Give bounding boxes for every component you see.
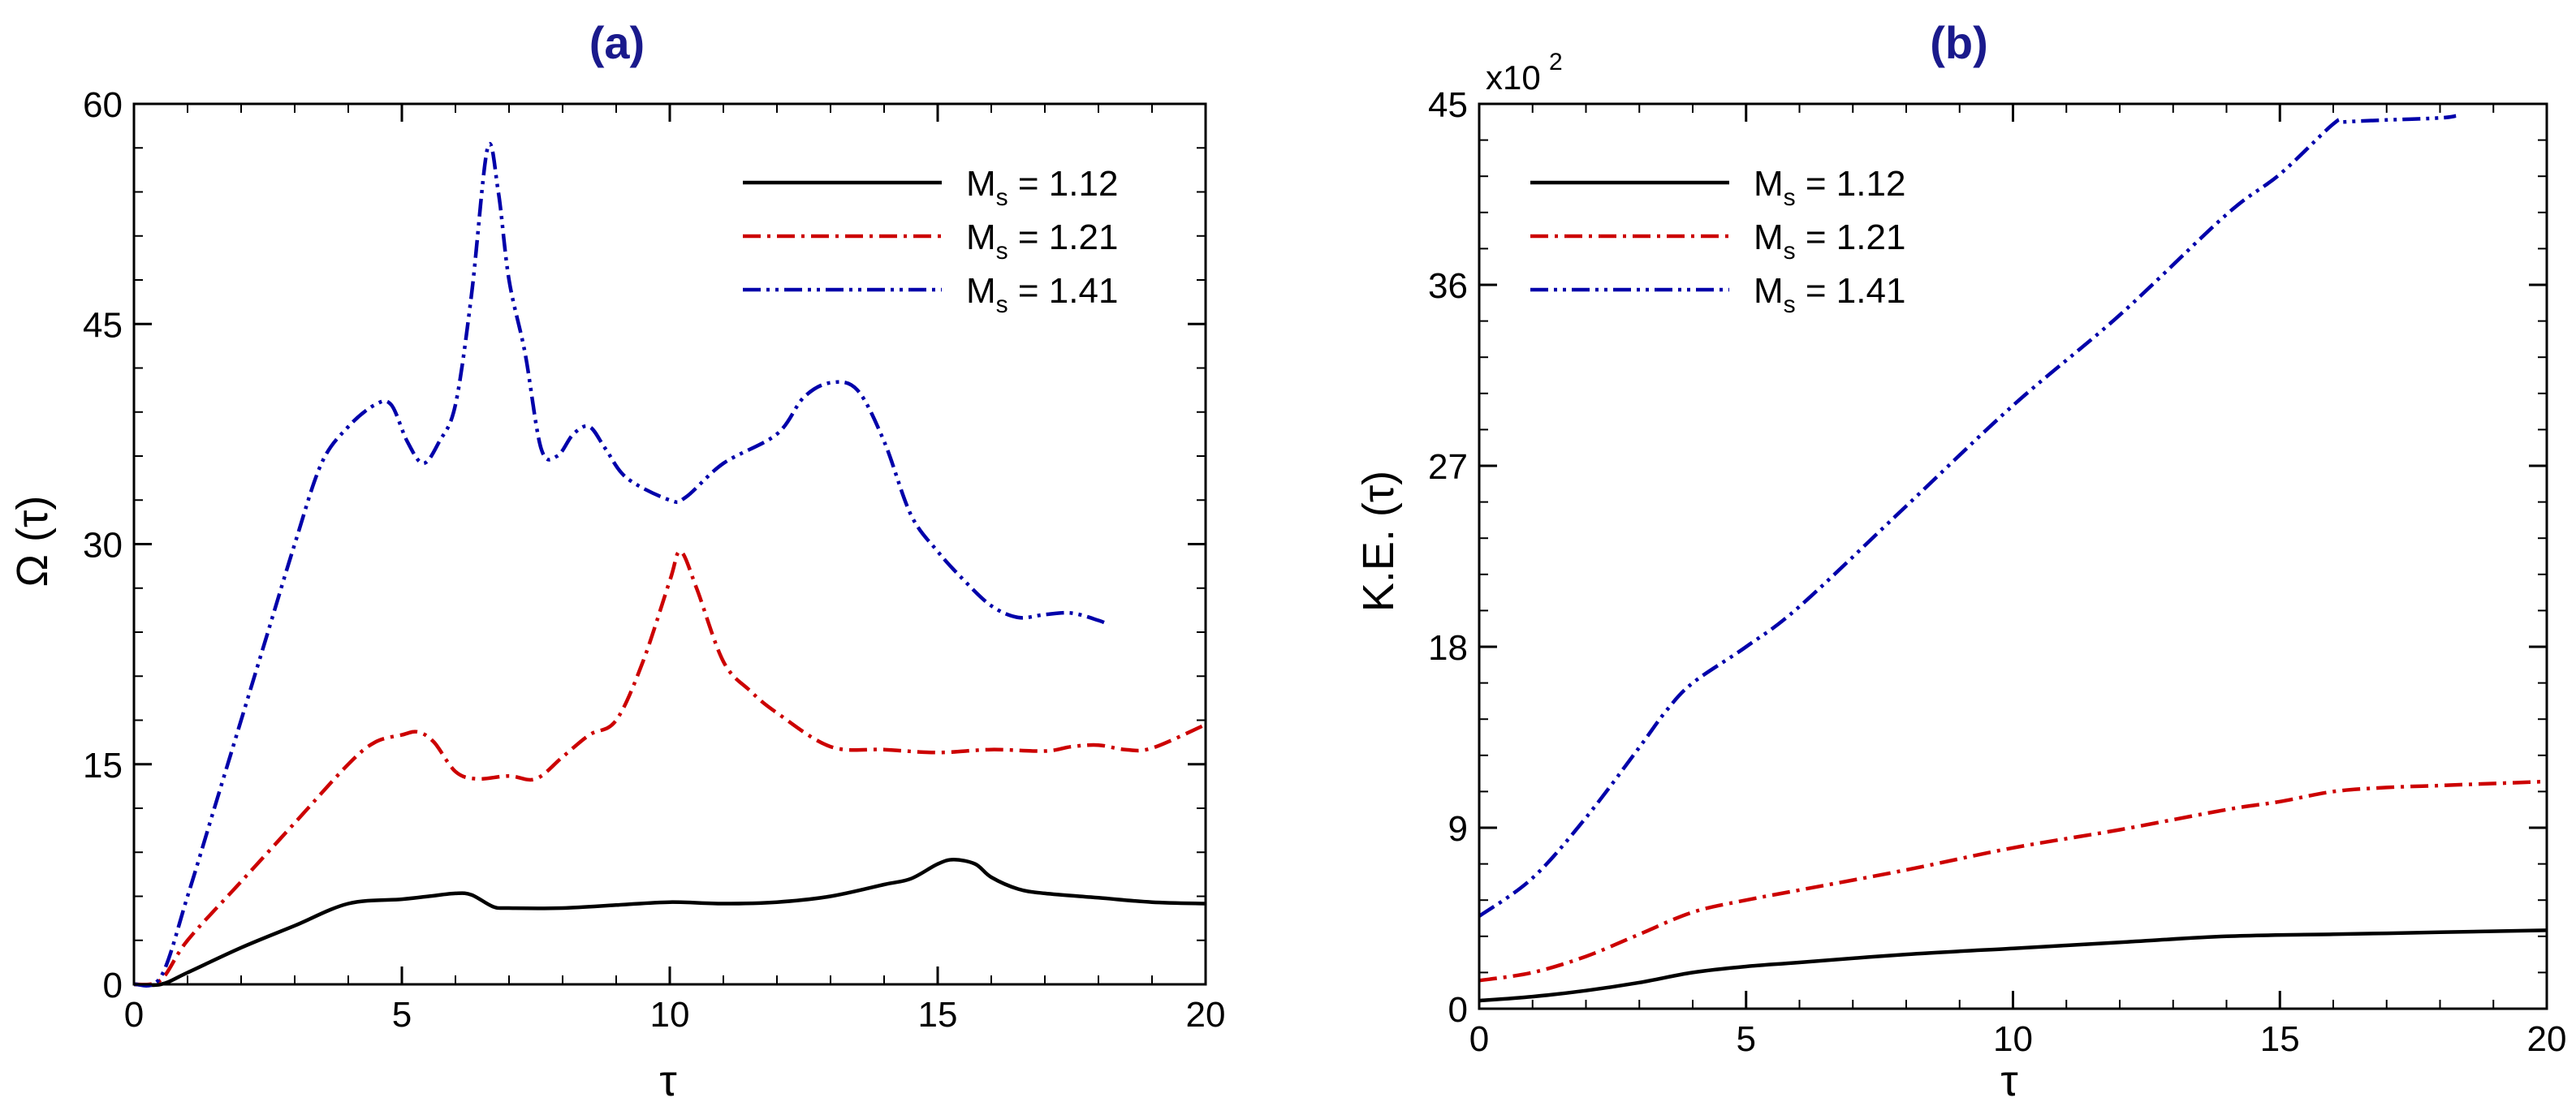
- panel-a-x-tick-label: 15: [918, 995, 958, 1035]
- panel-b-y-tick-label: 0: [1448, 990, 1468, 1030]
- panel-b-series-line-2: [1478, 114, 2457, 918]
- panel-b-legend: Ms = 1.12 Ms = 1.21 Ms = 1.41: [1530, 164, 1905, 318]
- panel-a-y-tick-label: 0: [103, 966, 123, 1005]
- panel-a-legend: Ms = 1.12 Ms = 1.21 Ms = 1.41: [743, 164, 1118, 318]
- panel-a-y-tick-label: 30: [83, 526, 123, 566]
- panel-a-x-tick-label: 0: [124, 995, 144, 1035]
- panel-b-scale-label: x10 2: [1486, 49, 1563, 97]
- panel-a-x-tick-label: 5: [392, 995, 412, 1035]
- panel-a-x-ticks: 0 5 10 15 20: [124, 104, 1226, 1035]
- panel-a-x-tick-label: 10: [650, 995, 690, 1035]
- panel-b-series-line-1: [1478, 779, 2548, 983]
- panel-a-y-tick-label: 60: [83, 85, 123, 125]
- panel-a-title: (a): [589, 17, 645, 68]
- panel-a-series-line-1: [133, 549, 1206, 987]
- panel-a-y-axis-label: Ω (τ): [8, 496, 57, 588]
- panel-b-x-tick-label: 0: [1469, 1019, 1489, 1059]
- panel-a-x-tick-label: 20: [1186, 995, 1226, 1035]
- panel-b-x-tick-label: 5: [1737, 1019, 1756, 1059]
- panel-b-y-axis-label: K.E. (τ): [1354, 471, 1403, 612]
- panel-b-y-tick-label: 45: [1428, 85, 1468, 125]
- panel-b-series-line-0: [1478, 928, 2548, 1003]
- panel-b-x-tick-label: 10: [1993, 1019, 2033, 1059]
- panel-b-legend-label-0: Ms = 1.12: [1754, 164, 1905, 211]
- panel-a-series-line-0: [133, 858, 1206, 988]
- panel-b-plot-frame: [1478, 102, 2548, 1010]
- panel-b-y-tick-label: 27: [1428, 447, 1468, 487]
- panel-a-series-lines: [133, 141, 1206, 988]
- panel-b-y-ticks: 0 9 18 27 36 45: [1428, 85, 2547, 1030]
- panel-b-scale-exponent: 2: [1549, 49, 1563, 75]
- panel-a-y-tick-label: 15: [83, 746, 123, 786]
- panel-b-x-ticks: 0 5 10 15 20: [1469, 104, 2567, 1059]
- panel-a-y-tick-label: 45: [83, 305, 123, 345]
- panel-a-x-axis-label: τ: [659, 1057, 676, 1105]
- panel-b-series-lines: [1478, 114, 2548, 1003]
- panel-a-legend-label-1: Ms = 1.21: [966, 217, 1118, 265]
- panel-b-scale-base: x10: [1486, 58, 1541, 97]
- panel-a-legend-label-2: Ms = 1.41: [966, 271, 1118, 318]
- panel-b-y-tick-label: 18: [1428, 628, 1468, 668]
- panel-b-legend-label-1: Ms = 1.21: [1754, 217, 1905, 265]
- panel-a-chart: (a) Ω (τ) τ 0 15 30 45 60 0 5 10 15 20 Ms = 1.12…: [8, 17, 1225, 1105]
- panel-b-x-tick-label: 20: [2527, 1019, 2567, 1059]
- panel-b-title: (b): [1930, 17, 1988, 68]
- panel-b-legend-label-2: Ms = 1.41: [1754, 271, 1905, 318]
- panel-a-plot-frame: [132, 102, 1207, 986]
- panel-b-y-tick-label: 9: [1448, 809, 1468, 849]
- panel-b-x-tick-label: 15: [2260, 1019, 2300, 1059]
- panel-b-y-tick-label: 36: [1428, 266, 1468, 306]
- panel-b-x-axis-label: τ: [2000, 1057, 2017, 1105]
- panel-a-legend-label-0: Ms = 1.12: [966, 164, 1118, 211]
- panel-a-series-line-2: [133, 141, 1111, 988]
